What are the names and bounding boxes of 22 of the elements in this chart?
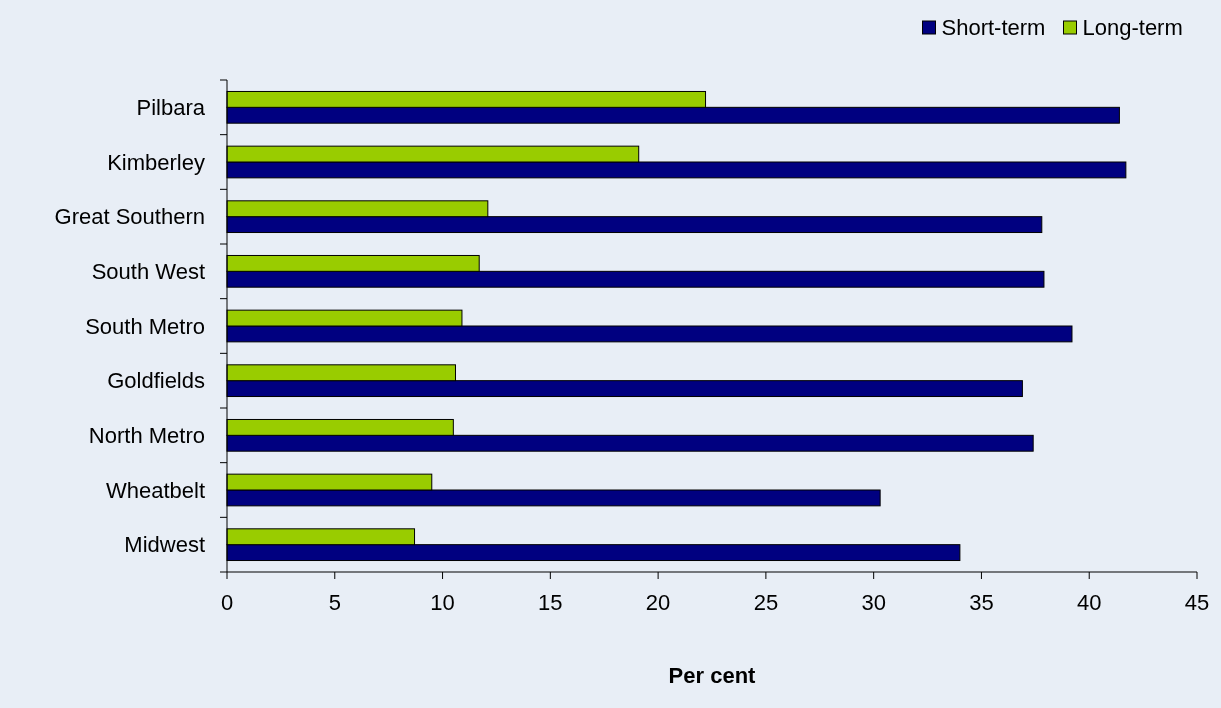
x-tick-label: 20 bbox=[645, 590, 671, 615]
y-tick-label: Great Southern bbox=[54, 204, 205, 230]
x-tick-label: 45 bbox=[1184, 590, 1210, 615]
x-tick-label: 0 bbox=[220, 590, 234, 615]
x-tick-label: 15 bbox=[538, 590, 563, 615]
x-tick-label: 10 bbox=[430, 590, 455, 615]
x-tick-label: 35 bbox=[969, 590, 994, 615]
x-tick-label: 25 bbox=[753, 590, 779, 615]
y-tick-label: North Metro bbox=[88, 423, 205, 449]
y-tick-label: Wheatbelt bbox=[105, 477, 205, 503]
y-tick-label: South West bbox=[91, 259, 205, 285]
y-tick-label: Midwest bbox=[124, 532, 205, 558]
x-tick-label: 5 bbox=[328, 590, 341, 615]
x-axis-title: Per cent bbox=[668, 663, 757, 688]
y-tick-label: Goldfields bbox=[107, 368, 205, 394]
y-tick-label: Kimberley bbox=[107, 149, 205, 175]
y-tick-label: South Metro bbox=[85, 313, 205, 339]
x-tick-label: 30 bbox=[861, 590, 886, 615]
x-tick-label: 40 bbox=[1076, 590, 1102, 615]
y-tick-label: Pilbara bbox=[136, 95, 206, 121]
legend-label: Short-term bbox=[941, 15, 1046, 41]
legend-label: Long-term bbox=[1082, 15, 1183, 41]
